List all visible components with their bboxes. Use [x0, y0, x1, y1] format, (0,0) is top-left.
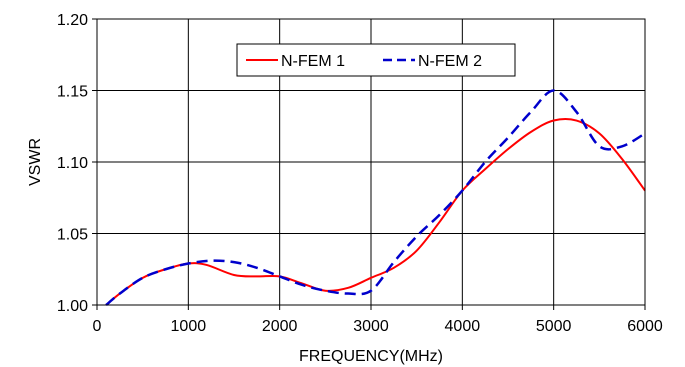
legend: N-FEM 1 N-FEM 2 — [236, 43, 516, 77]
series-line-n-fem-2 — [105, 89, 646, 306]
x-axis-title: FREQUENCY(MHz) — [299, 348, 443, 365]
x-tick-label: 3000 — [353, 318, 389, 335]
x-tick-label: 2000 — [262, 318, 298, 335]
legend-box — [236, 43, 516, 77]
y-tick-label: 1.20 — [57, 12, 88, 29]
y-tick-label: 1.00 — [57, 298, 88, 315]
x-tick-label: 4000 — [445, 318, 481, 335]
x-tick-label: 6000 — [627, 318, 663, 335]
y-axis-title: VSWR — [27, 138, 44, 186]
x-tick-label: 5000 — [536, 318, 572, 335]
legend-label-n-fem-2: N-FEM 2 — [418, 53, 482, 70]
y-tick-label: 1.10 — [57, 155, 88, 172]
series-layer — [105, 89, 646, 306]
y-tick-label: 1.15 — [57, 84, 88, 101]
tick-labels: 0 1000 2000 3000 4000 5000 6000 1.00 1.05 1.10 1.1… — [57, 12, 663, 335]
x-tick-label: 0 — [93, 318, 102, 335]
y-tick-label: 1.05 — [57, 227, 88, 244]
x-tick-label: 1000 — [171, 318, 207, 335]
series-line-n-fem-1 — [105, 118, 646, 306]
legend-label-n-fem-1: N-FEM 1 — [281, 53, 345, 70]
